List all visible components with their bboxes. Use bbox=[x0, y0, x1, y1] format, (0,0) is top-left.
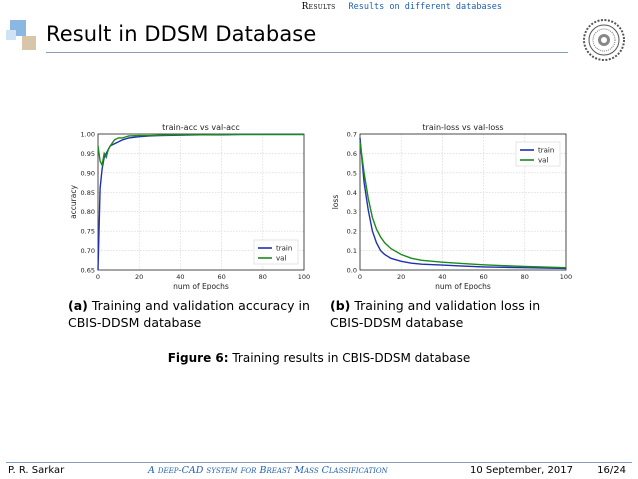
y-axis-label: accuracy bbox=[69, 185, 78, 219]
legend-box bbox=[253, 239, 299, 265]
x-tick-label: 20 bbox=[135, 273, 143, 281]
y-tick-label: 0.90 bbox=[81, 169, 95, 177]
title-decoration bbox=[0, 0, 44, 56]
y-tick-label: 0.95 bbox=[81, 150, 95, 158]
y-axis-label: loss bbox=[331, 195, 340, 210]
chart-title: train-loss vs val-loss bbox=[422, 123, 503, 132]
subcaption-b-text2: CBIS-DDSM database bbox=[330, 315, 464, 330]
x-tick-label: 40 bbox=[176, 273, 184, 281]
y-tick-label: 1.00 bbox=[81, 131, 95, 139]
accuracy-chart: train-acc vs val-acc 0.65 0.70 0.75 0.80 0.85… bbox=[69, 123, 310, 290]
y-tick-label: 0.0 bbox=[347, 267, 357, 275]
x-axis-label: num of Epochs bbox=[173, 282, 229, 290]
figure-caption-text: Training results in CBIS-DDSM database bbox=[232, 351, 471, 365]
x-tick-label: 60 bbox=[217, 273, 225, 281]
header-section-link[interactable]: Results bbox=[301, 2, 336, 12]
figure-caption: Figure 6: Training results in CBIS-DDSM … bbox=[0, 351, 638, 365]
subcaption-a-label: (a) bbox=[68, 298, 88, 313]
header-nav: Results Results on different databases bbox=[302, 2, 502, 12]
footer-talk-title[interactable]: A deep-CAD system for Breast Mass Classi… bbox=[148, 465, 388, 476]
series-line-val bbox=[359, 141, 567, 269]
footer-divider bbox=[6, 462, 632, 463]
title-divider bbox=[46, 52, 568, 53]
x-tick-label: 0 bbox=[358, 273, 362, 281]
y-tick-label: 0.70 bbox=[81, 247, 95, 255]
y-tick-label: 0.85 bbox=[81, 189, 95, 197]
subcaption-a-text1: Training and validation accuracy in bbox=[91, 298, 310, 313]
subcaption-b-text1: Training and validation loss in bbox=[354, 298, 541, 313]
footer-date: 10 September, 2017 bbox=[470, 465, 573, 476]
y-tick-label: 0.1 bbox=[347, 247, 357, 255]
footer-page-number: 16/24 bbox=[597, 465, 626, 476]
legend-box bbox=[515, 141, 561, 167]
y-tick-label: 0.7 bbox=[347, 131, 357, 139]
plot-frame bbox=[359, 133, 567, 271]
series-line-val bbox=[97, 133, 304, 168]
x-tick-label: 60 bbox=[479, 273, 487, 281]
figure-caption-label: Figure 6: bbox=[167, 351, 229, 365]
x-tick-label: 20 bbox=[397, 273, 405, 281]
loss-chart: train-loss vs val-loss 0.0 0.1 0.2 0.3 0.4 0.5… bbox=[331, 123, 572, 290]
footer: P. R. Sarkar A deep-CAD system for Breas… bbox=[0, 462, 638, 479]
y-tick-label: 0.80 bbox=[81, 208, 95, 216]
y-tick-label: 0.4 bbox=[347, 189, 357, 197]
x-tick-label: 0 bbox=[96, 273, 100, 281]
institution-seal-logo bbox=[583, 19, 625, 61]
footer-author: P. R. Sarkar bbox=[8, 465, 65, 476]
subcaption-a-text2: CBIS-DDSM database bbox=[68, 315, 202, 330]
plot-frame bbox=[97, 133, 305, 271]
y-tick-label: 0.3 bbox=[347, 208, 357, 216]
x-tick-label: 100 bbox=[560, 273, 572, 281]
y-tick-label: 0.2 bbox=[347, 228, 357, 236]
x-tick-label: 40 bbox=[438, 273, 446, 281]
legend-label-val: val bbox=[276, 255, 286, 263]
subcaption-b-label: (b) bbox=[330, 298, 351, 313]
x-tick-label: 80 bbox=[521, 273, 529, 281]
legend-label-val: val bbox=[538, 157, 548, 165]
header-subsection-link[interactable]: Results on different databases bbox=[348, 2, 502, 12]
y-tick-label: 0.75 bbox=[81, 228, 95, 236]
y-tick-label: 0.6 bbox=[347, 150, 357, 158]
subcaption-b: (b) Training and validation loss in CBIS… bbox=[330, 297, 580, 331]
chart-title: train-acc vs val-acc bbox=[162, 123, 240, 132]
x-tick-label: 100 bbox=[298, 273, 310, 281]
legend-label-train: train bbox=[538, 147, 554, 155]
x-tick-label: 80 bbox=[259, 273, 267, 281]
legend-label-train: train bbox=[276, 245, 292, 253]
slide-title: Result in DDSM Database bbox=[46, 22, 317, 46]
subcaption-a: (a) Training and validation accuracy in … bbox=[68, 297, 318, 331]
y-tick-label: 0.65 bbox=[81, 267, 95, 275]
x-axis-label: num of Epochs bbox=[435, 282, 491, 290]
y-tick-label: 0.5 bbox=[347, 169, 357, 177]
series-line-train bbox=[359, 137, 567, 270]
